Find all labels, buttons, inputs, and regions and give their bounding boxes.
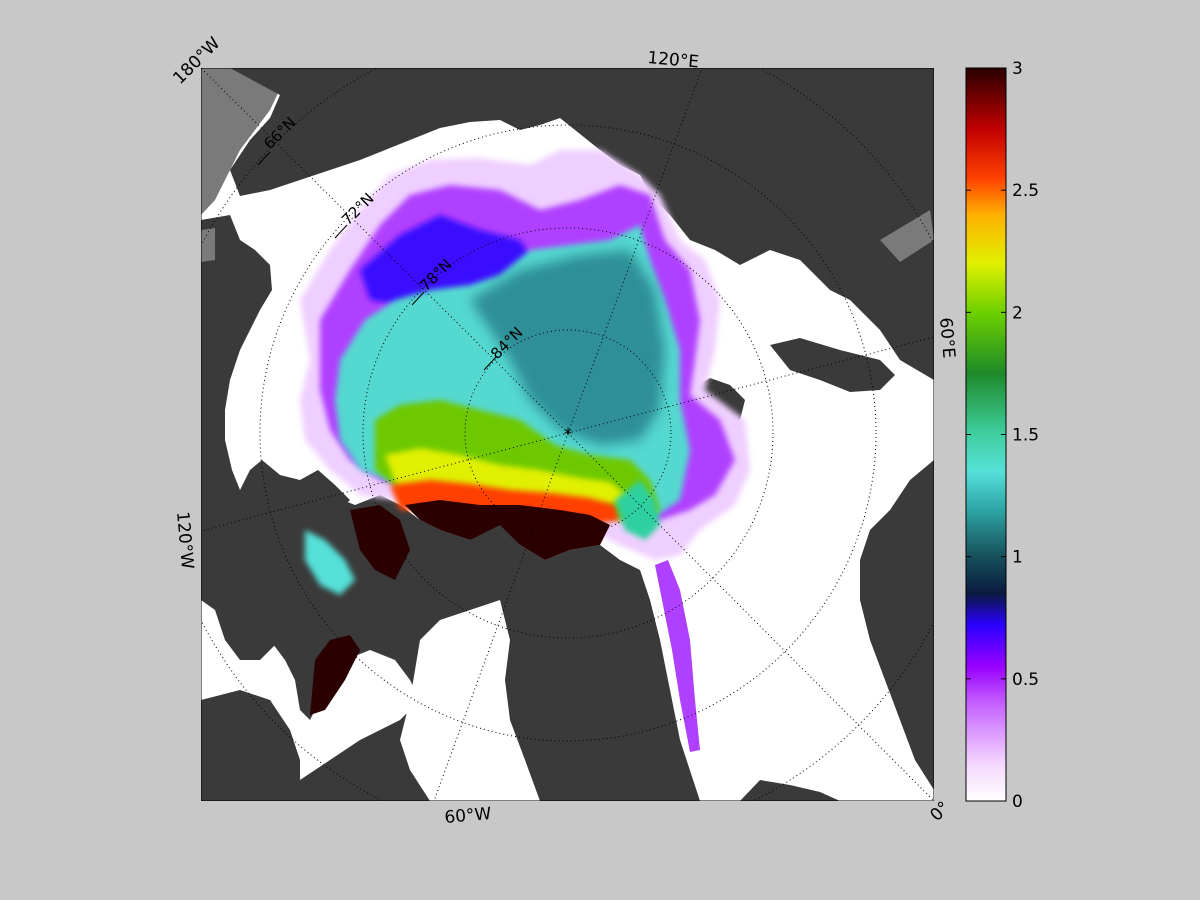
map-panel: * 66°N 72°N 78°N 84°N (201, 68, 934, 801)
land-siberia (230, 68, 934, 380)
ice-beaufort-strip (305, 530, 355, 595)
no-data-lakes (880, 210, 934, 262)
graticule (201, 68, 934, 801)
land-alaska (201, 215, 350, 660)
north-pole-marker: * (564, 425, 573, 445)
ice-fram-patch (615, 480, 660, 540)
colorbar-tick-label: 1.5 (1012, 426, 1039, 446)
meridian-120w (201, 432, 569, 532)
ice-thick-coastal (405, 500, 610, 560)
colorbar-tick-label: 2.5 (1012, 181, 1039, 201)
lon-label-120e: 120°E (647, 48, 700, 72)
colorbar-tick-label: 0.5 (1012, 670, 1039, 690)
meridian-120e (567, 68, 703, 434)
latitude-circle-72n (259, 124, 877, 742)
meridian-0 (567, 432, 934, 801)
ice-dark-teal (470, 250, 665, 445)
water-baffin-bay (400, 600, 540, 801)
colorbar: 3 2.5 2 1.5 1 0.5 0 (965, 59, 1039, 812)
lon-label-60e: 60°E (935, 317, 958, 359)
colorbar-ticks: 3 2.5 2 1.5 1 0.5 0 (966, 59, 1039, 812)
lon-label-60w: 60°W (444, 804, 493, 828)
colorbar-tick-label: 0 (1012, 792, 1023, 812)
latitude-circle-84n (464, 329, 672, 537)
ice-thick-nares (310, 635, 360, 715)
no-data-region (201, 68, 290, 215)
land-scandinavia-lower (740, 780, 840, 801)
ice-thickness-field (300, 150, 750, 752)
colorbar-tick-label: 1 (1012, 548, 1023, 568)
land-novaya-zemlya (770, 338, 895, 392)
latitude-circle-78n (362, 227, 774, 639)
colorbar-tick-label: 3 (1012, 59, 1023, 79)
lon-label-0: 0° (926, 798, 954, 826)
lon-label-120w: 120°W (172, 511, 197, 570)
land-north-america-mainland (201, 690, 300, 801)
colorbar-ramp (966, 68, 1006, 801)
ice-east-greenland (655, 560, 700, 752)
ice-thick-channels (350, 505, 410, 580)
colorbar-tick-label: 2 (1012, 303, 1023, 323)
no-data-left-lakes (201, 228, 215, 262)
land-scandinavia (860, 460, 934, 790)
